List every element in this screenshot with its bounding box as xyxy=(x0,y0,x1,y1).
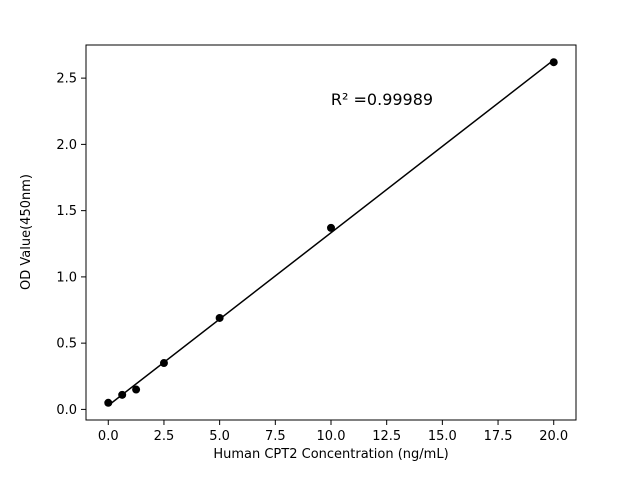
data-point xyxy=(104,398,113,407)
x-tick-label: 12.5 xyxy=(372,429,401,444)
plot-area: 0.0 2.5 5.0 7.5 10.0 12.5 15.0 17.5 20.0 0.0 0.5 1.… xyxy=(56,44,577,444)
y-tick-label: 1.0 xyxy=(56,270,77,285)
x-tick-label: 10.0 xyxy=(317,429,346,444)
x-tick-label: 20.0 xyxy=(539,429,568,444)
y-tick-label: 0.5 xyxy=(56,337,77,352)
data-point xyxy=(327,223,335,232)
data-point xyxy=(159,359,168,368)
x-tick-label: 15.0 xyxy=(428,429,457,444)
x-axis-label: Human CPT2 Concentration (ng/mL) xyxy=(213,447,448,462)
data-point xyxy=(118,390,127,399)
regression-line xyxy=(107,59,555,407)
y-tick-label: 1.5 xyxy=(56,204,77,219)
data-point xyxy=(215,313,224,322)
r-squared-annotation: R² =0.99989 xyxy=(331,90,433,109)
y-tick-label: 2.5 xyxy=(56,72,77,87)
data-point xyxy=(549,58,558,67)
x-tick-label: 0.0 xyxy=(98,429,119,444)
x-tick-label: 17.5 xyxy=(484,429,513,444)
y-axis-label: OD Value(450nm) xyxy=(19,174,34,290)
y-tick-label: 2.0 xyxy=(56,138,77,153)
x-tick-label: 7.5 xyxy=(265,429,286,444)
data-point xyxy=(132,385,141,394)
y-tick-label: 0.0 xyxy=(56,403,77,418)
x-tick-label: 5.0 xyxy=(209,429,230,444)
x-tick-label: 2.5 xyxy=(154,429,175,444)
